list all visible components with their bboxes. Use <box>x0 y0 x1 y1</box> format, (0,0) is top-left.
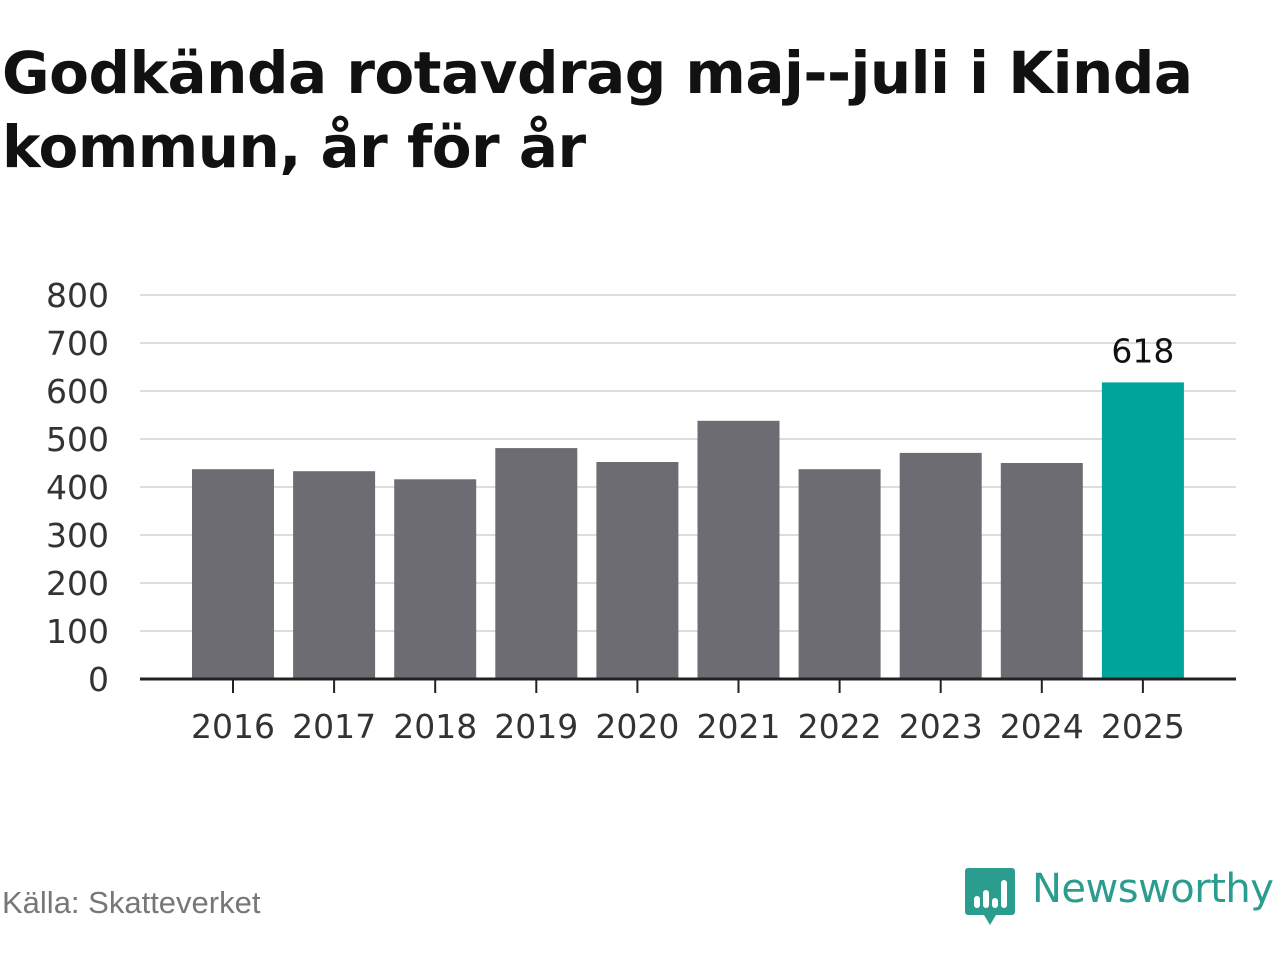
bar <box>1101 382 1184 679</box>
chart-title: Godkända rotavdrag maj--juli i Kinda kom… <box>2 39 1193 181</box>
bar <box>394 479 477 679</box>
x-tick-label: 2025 <box>1101 707 1185 746</box>
bar <box>293 471 376 679</box>
y-tick-label: 700 <box>46 324 109 363</box>
bar <box>899 452 982 679</box>
data-label: 618 <box>1111 331 1174 370</box>
y-tick-label: 400 <box>46 468 109 507</box>
y-tick-label: 800 <box>46 276 109 315</box>
newsworthy-bar-chart-icon <box>965 868 1015 925</box>
x-tick-label: 2023 <box>899 707 983 746</box>
bar <box>192 469 274 679</box>
y-tick-label: 0 <box>88 660 109 699</box>
x-tick-label: 2018 <box>393 707 477 746</box>
x-tick-label: 2022 <box>798 707 882 746</box>
y-tick-label: 500 <box>46 420 109 459</box>
x-tick-label: 2024 <box>1000 707 1084 746</box>
bar <box>1000 463 1083 679</box>
bar <box>495 448 578 679</box>
newsworthy-logo: Newsworthy <box>964 864 1274 928</box>
x-tick-label: 2020 <box>595 707 679 746</box>
y-tick-label: 200 <box>46 564 109 603</box>
y-tick-label: 100 <box>46 612 109 651</box>
x-tick-label: 2016 <box>191 707 275 746</box>
x-tick-label: 2021 <box>697 707 781 746</box>
bar <box>697 420 780 679</box>
source-note: Källa: Skatteverket <box>2 885 261 920</box>
bar <box>596 462 679 679</box>
y-tick-label: 300 <box>46 516 109 555</box>
y-tick-label: 600 <box>46 372 109 411</box>
x-tick-label: 2019 <box>494 707 578 746</box>
bar <box>798 469 881 679</box>
x-tick-label: 2017 <box>292 707 376 746</box>
brand-name: Newsworthy <box>1032 866 1274 912</box>
